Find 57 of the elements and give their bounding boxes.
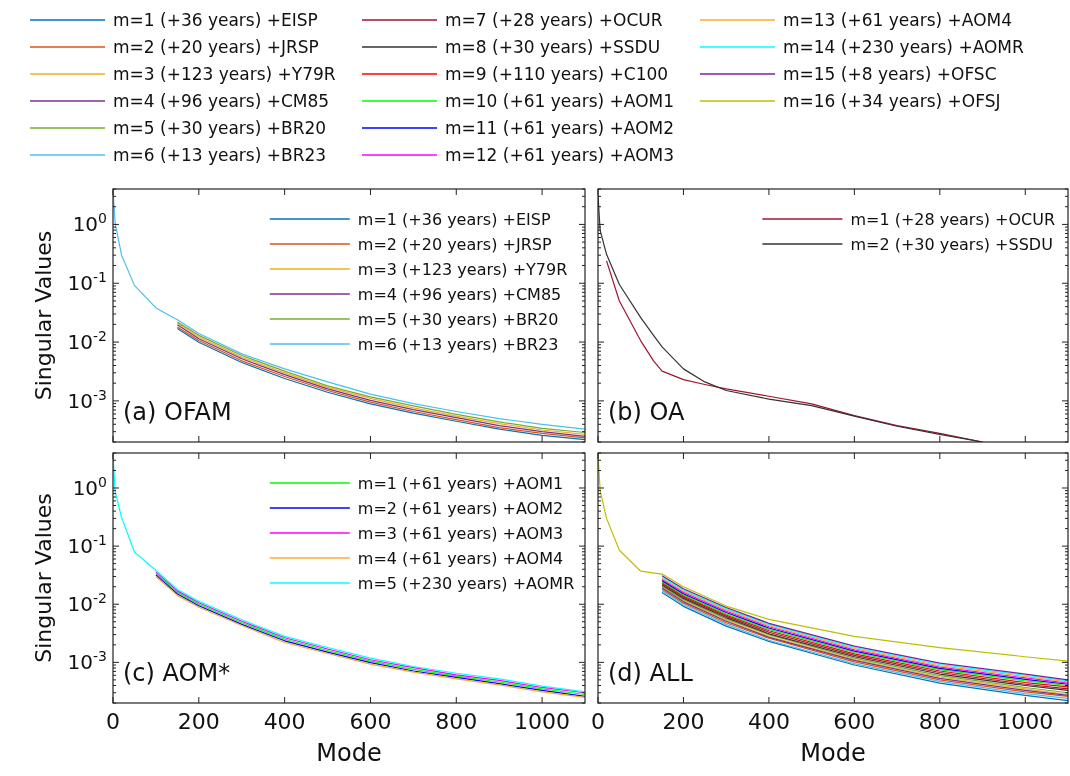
annotation: (a) OFAM [123, 398, 232, 427]
legend-label: m=13 (+61 years) +AOM4 [783, 9, 1013, 30]
legend-label: m=8 (+30 years) +SSDU [445, 36, 661, 57]
legend-label: m=10 (+61 years) +AOM1 [445, 90, 675, 111]
legend-label: m=6 (+13 years) +BR23 [113, 144, 327, 165]
legend-label: m=2 (+20 years) +JRSP [357, 234, 552, 254]
legend-label: m=1 (+61 years) +AOM1 [357, 473, 564, 493]
legend-label: m=2 (+20 years) +JRSP [113, 36, 319, 57]
x-tick-label: 400 [263, 709, 306, 734]
legend-label: m=16 (+34 years) +OFSJ [783, 90, 1001, 111]
legend-label: m=4 (+61 years) +AOM4 [357, 548, 564, 568]
x-tick-label: 1000 [514, 709, 571, 734]
legend-label: m=15 (+8 years) +OFSC [783, 63, 997, 84]
legend-label: m=3 (+123 years) +Y79R [357, 259, 568, 279]
legend-label: m=11 (+61 years) +AOM2 [445, 117, 675, 138]
x-tick-label: 0 [106, 709, 120, 734]
y-tick-label: 10$^{-1}$ [67, 269, 107, 296]
y-tick-label: 10$^{0}$ [72, 474, 107, 500]
annotation: (b) OA [608, 398, 686, 427]
legend-label: m=4 (+96 years) +CM85 [357, 284, 562, 304]
legend-label: m=2 (+61 years) +AOM2 [357, 498, 564, 518]
legend-label: m=1 (+28 years) +OCUR [850, 209, 1056, 229]
x-tick-label: 600 [833, 709, 876, 734]
x-tick-label: 200 [662, 709, 705, 734]
x-tick-label: 800 [918, 709, 961, 734]
x-tick-label: 1000 [997, 709, 1054, 734]
x-axis-title: Mode [800, 739, 866, 767]
legend-label: m=2 (+30 years) +SSDU [850, 234, 1053, 254]
legend-label: m=5 (+30 years) +BR20 [357, 309, 559, 329]
legend-label: m=5 (+30 years) +BR20 [113, 117, 327, 138]
legend-label: m=7 (+28 years) +OCUR [445, 9, 663, 30]
y-axis-title: Singular Values [31, 493, 56, 663]
y-tick-label: 10$^{0}$ [72, 210, 107, 237]
x-tick-label: 800 [435, 709, 478, 734]
y-tick-label: 10$^{-3}$ [67, 386, 107, 413]
legend-label: m=3 (+123 years) +Y79R [113, 63, 336, 84]
legend-label: m=14 (+230 years) +AOMR [783, 36, 1025, 57]
y-axis-title: Singular Values [31, 230, 56, 401]
x-tick-label: 0 [591, 709, 605, 734]
y-tick-label: 10$^{-2}$ [67, 590, 107, 617]
legend-label: m=4 (+96 years) +CM85 [113, 90, 330, 111]
annotation: (c) AOM* [123, 659, 231, 688]
legend-label: m=3 (+61 years) +AOM3 [357, 523, 564, 543]
legend-label: m=6 (+13 years) +BR23 [357, 334, 559, 354]
y-tick-label: 10$^{-1}$ [67, 532, 107, 559]
legend-label: m=5 (+230 years) +AOMR [357, 573, 575, 593]
legend-label: m=12 (+61 years) +AOM3 [445, 144, 675, 165]
annotation: (d) ALL [608, 659, 694, 688]
x-tick-label: 600 [349, 709, 392, 734]
y-tick-label: 10$^{-3}$ [67, 648, 107, 675]
legend-label: m=1 (+36 years) +EISP [113, 9, 318, 30]
x-tick-label: 200 [177, 709, 220, 734]
legend-label: m=9 (+110 years) +C100 [445, 63, 669, 84]
x-tick-label: 400 [747, 709, 790, 734]
x-axis-title: Mode [316, 739, 382, 767]
y-tick-label: 10$^{-2}$ [67, 328, 107, 355]
legend-label: m=1 (+36 years) +EISP [357, 209, 551, 229]
